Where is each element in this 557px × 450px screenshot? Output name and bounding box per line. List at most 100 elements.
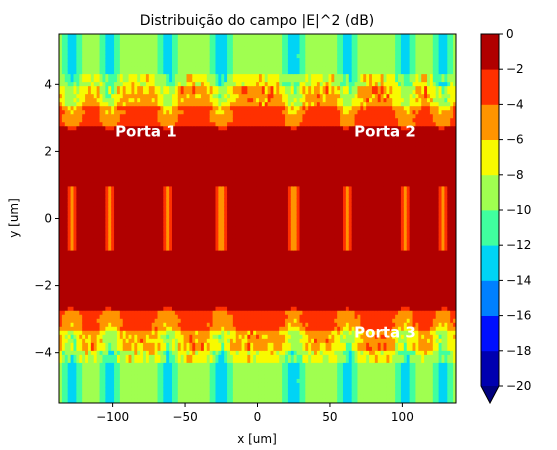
heatmap-cell [61,190,66,196]
heatmap-cell [64,222,69,228]
heatmap-cell [102,330,106,336]
heatmap-cell [134,382,138,388]
heatmap-cell [79,250,83,256]
heatmap-cell [151,214,156,220]
heatmap-cell [183,194,188,200]
heatmap-cell [105,106,109,111]
heatmap-cell [90,346,95,352]
heatmap-cell [180,50,185,55]
heatmap-cell [157,234,162,240]
heatmap-cell [192,38,196,43]
heatmap-cell [160,250,164,256]
heatmap-cell [183,382,188,388]
heatmap-cell [134,210,138,216]
heatmap-cell [148,202,153,208]
heatmap-cell [93,298,98,304]
heatmap-cell [131,78,135,83]
heatmap-cell [174,370,179,376]
heatmap-cell [157,202,162,208]
heatmap-cell [116,254,121,260]
heatmap-cell [73,294,77,300]
heatmap-cell [73,206,77,212]
heatmap-cell [143,334,147,340]
heatmap-cell [116,106,121,111]
heatmap-cell [174,194,179,200]
heatmap-cell [160,186,164,192]
heatmap-cell [90,362,95,368]
heatmap-cell [209,66,214,71]
heatmap-cell [105,378,109,384]
heatmap-cell [102,190,106,196]
heatmap-cell [59,370,63,376]
heatmap-cell [143,226,147,232]
heatmap-cell [70,230,75,236]
heatmap-cell [212,82,217,87]
heatmap-cell [180,34,185,39]
heatmap-cell [174,66,179,71]
heatmap-cell [67,194,72,200]
heatmap-cell [114,362,118,368]
heatmap-cell [134,346,138,352]
heatmap-cell [125,282,130,288]
heatmap-cell [102,42,106,47]
heatmap-cell [131,86,135,91]
heatmap-cell [209,194,214,200]
heatmap-cell [64,78,69,83]
heatmap-cell [189,302,193,308]
heatmap-cell [200,386,205,392]
heatmap-cell [195,218,199,224]
heatmap-cell [76,70,80,75]
heatmap-cell [114,122,118,127]
heatmap-cell [64,370,69,376]
heatmap-cell [87,382,92,388]
heatmap-cell [160,334,164,340]
heatmap-cell [203,214,208,220]
heatmap-cell [76,122,80,127]
heatmap-cell [79,146,83,151]
heatmap-cell [79,242,83,248]
heatmap-cell [90,190,95,196]
heatmap-cell [99,42,104,47]
heatmap-cell [131,398,135,403]
heatmap-cell [73,102,77,107]
heatmap-cell [96,282,101,288]
heatmap-cell [166,294,170,300]
heatmap-cell [131,310,135,316]
heatmap-cell [128,38,133,43]
heatmap-cell [108,102,112,107]
heatmap-cell [163,286,167,292]
heatmap-cell [177,290,182,296]
heatmap-cell [67,266,72,272]
heatmap-cell [119,330,124,336]
heatmap-cell [172,42,176,47]
heatmap-cell [96,110,101,115]
heatmap-cell [174,190,179,196]
heatmap-cell [102,318,106,324]
heatmap-cell [59,238,63,244]
heatmap-cell [96,286,101,292]
heatmap-cell [183,286,188,292]
heatmap-cell [61,166,66,171]
heatmap-cell [172,346,176,352]
heatmap-cell [163,358,167,364]
heatmap-cell [145,298,150,304]
heatmap-cell [76,194,80,200]
heatmap-cell [180,126,185,131]
heatmap-cell [105,206,109,212]
heatmap-cell [96,306,101,312]
heatmap-cell [102,146,106,151]
heatmap-cell [151,222,156,228]
heatmap-cell [140,158,144,163]
heatmap-cell [209,74,214,79]
heatmap-cell [148,266,153,272]
heatmap-cell [85,142,89,147]
heatmap-cell [114,86,118,91]
heatmap-cell [61,258,66,264]
heatmap-cell [134,266,138,272]
heatmap-cell [102,382,106,388]
heatmap-cell [73,198,77,204]
heatmap-cell [140,126,144,131]
heatmap-cell [183,246,188,252]
heatmap-cell [143,374,147,380]
heatmap-cell [119,38,124,43]
